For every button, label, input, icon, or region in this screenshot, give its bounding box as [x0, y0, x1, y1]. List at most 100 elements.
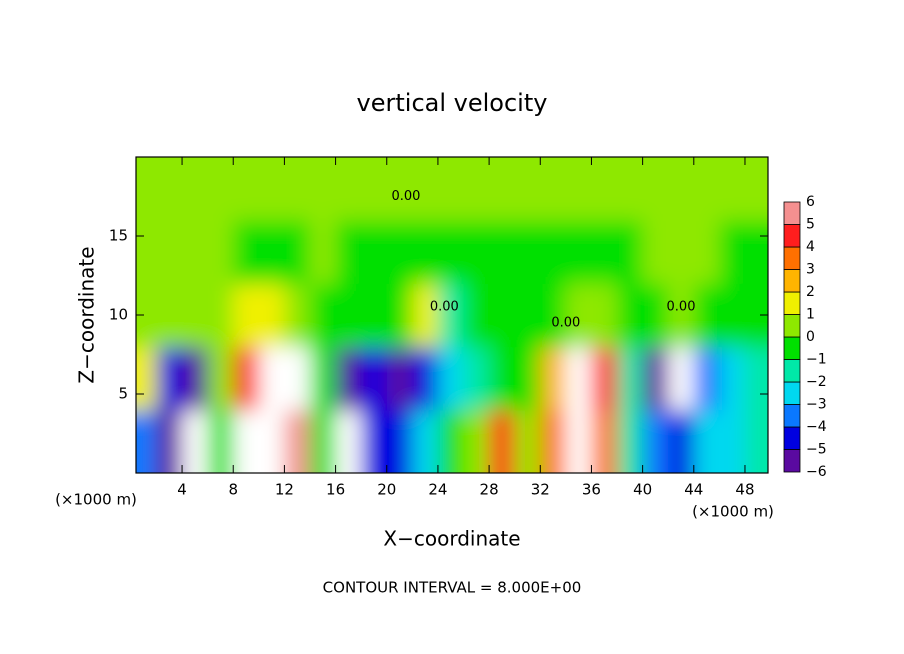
colorbar-bin: [783, 426, 801, 450]
field-cell: [156, 346, 183, 411]
field-cell: [617, 283, 644, 348]
field-cell: [258, 409, 285, 473]
field-cell: [156, 409, 183, 473]
field-cell: [284, 157, 311, 221]
field-cell: [412, 220, 439, 284]
field-cell: [361, 157, 388, 221]
field-cell: [565, 157, 592, 221]
field-cell: [514, 157, 541, 221]
field-cell: [182, 283, 209, 348]
colorbar-bin: [783, 449, 801, 473]
field-cell: [361, 346, 388, 411]
field-cell: [207, 157, 234, 221]
field-cell: [182, 157, 209, 221]
field-cell: [540, 220, 567, 284]
field-cell: [642, 157, 669, 221]
colorbar-bin: [783, 246, 801, 270]
field-cell: [591, 283, 618, 348]
x-tick-label: 36: [582, 481, 601, 499]
field-cell: [437, 283, 465, 348]
field-cell: [591, 346, 618, 411]
field-cell: [412, 409, 439, 473]
field-cell: [489, 409, 516, 473]
field-cell: [617, 220, 644, 284]
field-cell: [642, 220, 669, 284]
field-cell: [258, 220, 285, 284]
y-tick-label: 15: [109, 227, 128, 245]
field-cell: [233, 283, 260, 348]
field-cell: [136, 157, 157, 221]
field-cell: [489, 220, 516, 284]
x-tick-label: 40: [633, 481, 652, 499]
x-tick-label: 44: [684, 481, 703, 499]
contour-label: 0.00: [391, 189, 420, 204]
field-cell: [136, 283, 157, 348]
field-cell: [258, 283, 285, 348]
field-cell: [591, 157, 618, 221]
field-cell: [386, 346, 413, 411]
field-cell: [437, 220, 465, 284]
x-tick-label: 32: [531, 481, 550, 499]
field-cells: [136, 157, 768, 473]
field-cell: [182, 220, 209, 284]
y-tick-label: 5: [118, 385, 128, 403]
colorbar-label: 6: [806, 194, 815, 210]
colorbar-bin: [783, 359, 801, 383]
field-cell: [156, 157, 183, 221]
x-unit-label: (×1000 m): [692, 503, 774, 521]
x-tick-label: 24: [428, 481, 447, 499]
field-cell: [591, 220, 618, 284]
field-cell: [386, 157, 413, 221]
colorbar-label: −4: [806, 419, 827, 435]
colorbar-bin: [783, 269, 801, 293]
field-cell: [744, 409, 768, 473]
chart-title: vertical velocity: [357, 89, 548, 117]
field-cell: [233, 157, 260, 221]
colorbar-label: 2: [806, 284, 815, 300]
field-cell: [284, 220, 311, 284]
field-cell: [540, 283, 567, 348]
x-axis-label: X−coordinate: [383, 527, 520, 551]
field-cell: [233, 346, 260, 411]
field-cell: [309, 409, 337, 473]
field-cell: [335, 157, 362, 221]
field-cell: [744, 283, 768, 348]
field-cell: [309, 346, 337, 411]
field-cell: [437, 346, 465, 411]
field-cell: [386, 220, 413, 284]
field-cell: [565, 220, 592, 284]
field-cell: [668, 346, 695, 411]
field-cell: [719, 157, 746, 221]
colorbar-label: 5: [806, 217, 815, 233]
field-cell: [642, 409, 669, 473]
field-cell: [719, 220, 746, 284]
field-cell: [489, 346, 516, 411]
field-cell: [182, 409, 209, 473]
colorbar-label: −3: [806, 397, 827, 413]
field-cell: [693, 157, 720, 221]
field-cell: [668, 409, 695, 473]
colorbar-bin: [783, 381, 801, 405]
field-cell: [617, 157, 644, 221]
field-cell: [617, 409, 644, 473]
field-cell: [207, 409, 234, 473]
field-cell: [719, 409, 746, 473]
x-unit-label: (×1000 m): [55, 491, 137, 509]
field-cell: [361, 409, 388, 473]
field-cell: [540, 157, 567, 221]
field-cell: [386, 283, 413, 348]
field-cell: [463, 220, 490, 284]
field-cell: [207, 346, 234, 411]
field-cell: [284, 283, 311, 348]
y-tick-label: 10: [109, 306, 128, 324]
field-cell: [489, 283, 516, 348]
field-cell: [719, 346, 746, 411]
field-cell: [463, 346, 490, 411]
colorbar-label: −2: [806, 374, 827, 390]
x-tick-label: 12: [275, 481, 294, 499]
field-cell: [668, 220, 695, 284]
x-tick-label: 8: [228, 481, 238, 499]
field-cell: [668, 157, 695, 221]
field-cell: [156, 220, 183, 284]
